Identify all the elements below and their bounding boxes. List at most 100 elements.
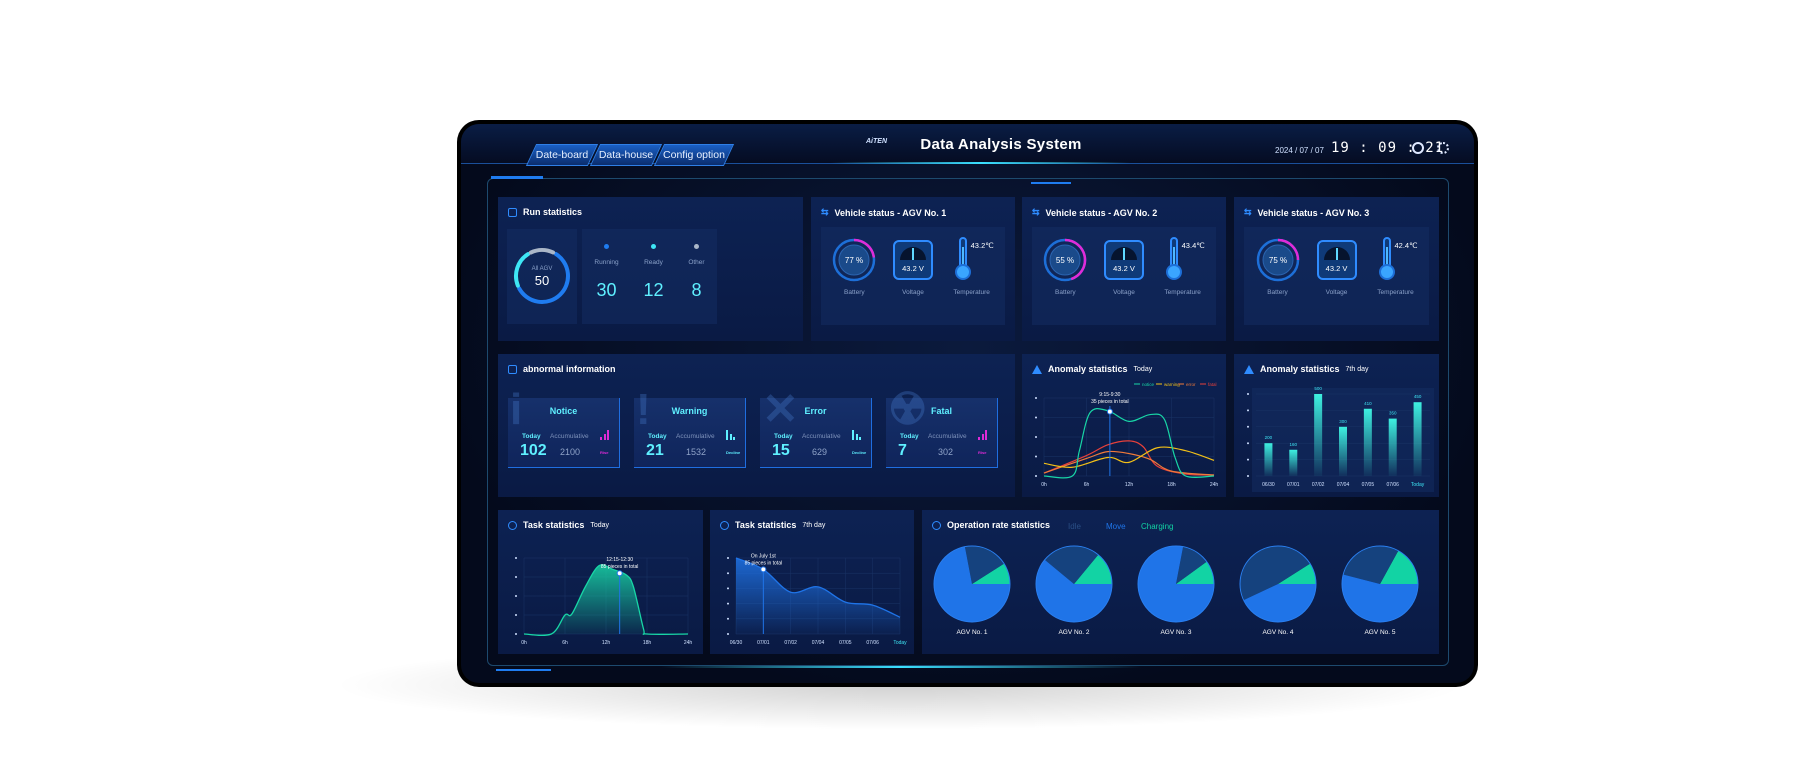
tooltip-text: 9:15-9:30 — [1099, 392, 1120, 398]
frame-accent — [491, 176, 543, 179]
thermometer-icon: 42.4℃ — [1371, 237, 1421, 283]
bar-value-label: 350 — [1389, 411, 1397, 416]
panel-title: Task statistics Today — [508, 520, 609, 530]
y-tick — [1035, 475, 1037, 477]
card-title: Fatal — [930, 406, 952, 416]
voltmeter-icon: 43.2 V — [1103, 240, 1144, 280]
x-tick-label: Today — [1411, 482, 1425, 488]
vehicle-icon: ⇆ — [821, 207, 829, 217]
pie-slice-charging — [1176, 561, 1214, 584]
panel-title-text: Anomaly statistics — [1048, 364, 1128, 374]
voltage-gauge: 43.2 V Voltage — [1096, 237, 1152, 296]
temperature-value: 43.4℃ — [1181, 241, 1205, 250]
run-statistics-panel: Run statistics All AGV 50 Running 30 Read… — [498, 197, 803, 341]
y-tick — [727, 587, 729, 590]
y-tick — [515, 633, 517, 635]
x-tick-label: 07/06 — [866, 640, 879, 646]
panel-title: ⇆ Vehicle status - AGV No. 3 — [1244, 207, 1369, 218]
panel-title: Anomaly statistics Today — [1032, 364, 1152, 374]
bar-value-label: 300 — [1339, 419, 1347, 424]
brand-logo: AiTEN — [866, 138, 887, 145]
x-tick-label: 18h — [1167, 482, 1176, 488]
total-ring-box: All AGV 50 — [507, 229, 577, 324]
abnormal-card-warning[interactable]: ! Warning Today Accumulative 21 1532 Decline — [634, 388, 746, 468]
voltage-value: 43.2 V — [902, 264, 924, 273]
legend-charging[interactable]: Charging — [1141, 522, 1174, 531]
tab-data-house[interactable]: Data-house — [589, 144, 663, 166]
temperature-label: Temperature — [953, 289, 990, 296]
panel-title: ⇆ Vehicle status - AGV No. 1 — [821, 207, 946, 218]
card-title: Error — [804, 406, 827, 416]
pie-slice-idle — [964, 546, 1005, 584]
battery-ring: 75 % — [1256, 238, 1299, 282]
battery-value: 77 % — [845, 256, 863, 265]
y-tick — [1035, 397, 1037, 399]
x-tick-label: 6h — [1084, 482, 1090, 488]
voltage-value: 43.2 V — [1113, 264, 1135, 273]
y-tick — [727, 602, 729, 605]
accumulative-label: Accumulative — [802, 433, 841, 440]
x-tick-label: 07/06 — [1386, 482, 1399, 488]
y-tick — [515, 614, 517, 616]
accumulative-value: 2100 — [560, 447, 581, 457]
abnormal-card-error[interactable]: ✕ Error Today Accumulative 15 629 Decline — [760, 388, 872, 468]
vehicle-status-panel: ⇆ Vehicle status - AGV No. 1 77 % Battery … — [811, 197, 1015, 341]
pie-slice-move — [1243, 584, 1316, 622]
today-label: Today — [774, 433, 793, 440]
area-fill — [736, 558, 900, 634]
bar-value-label: 500 — [1314, 386, 1322, 391]
trend-bars-icon — [978, 430, 987, 440]
x-tick-label: 07/04 — [812, 640, 825, 646]
x-tick-label: 07/01 — [757, 640, 770, 646]
pie-slice-move — [1342, 574, 1418, 622]
abnormal-card-notice[interactable]: i Notice Today Accumulative 102 2100 Rise — [508, 388, 620, 468]
y-tick — [1247, 475, 1249, 477]
y-tick — [1247, 409, 1249, 412]
accumulative-label: Accumulative — [676, 433, 715, 440]
user-icon[interactable] — [1412, 142, 1424, 154]
warning-watermark-icon: ! — [636, 385, 651, 434]
stat-label: Running — [594, 259, 619, 266]
x-tick-label: Today — [893, 640, 907, 646]
panel-title-text: Operation rate statistics — [947, 520, 1051, 530]
bar — [1264, 443, 1273, 476]
stat-value: 30 — [596, 280, 617, 300]
panel-title: Operation rate statistics — [932, 520, 1050, 530]
trend-bars-icon — [726, 430, 735, 440]
task-week-panel: Task statistics 7th day 06/30 07/01 07/02 07… — [710, 510, 914, 654]
abnormal-card-fatal[interactable]: ☢ Fatal Today Accumulative 7 302 Rise — [886, 388, 998, 468]
ring-segment-ready — [514, 252, 531, 288]
vehicle-icon: ⇆ — [1032, 207, 1040, 217]
panel-title-text: Vehicle status - AGV No. 2 — [1045, 207, 1158, 218]
bar-value-label: 410 — [1364, 401, 1372, 406]
panel-title: Run statistics — [508, 207, 582, 217]
tooltip-text: 85 pieces in total — [601, 564, 639, 570]
bottom-glow — [661, 666, 1141, 668]
tab-date-board[interactable]: Date-board — [525, 144, 599, 166]
tab-config-option[interactable]: Config option — [653, 144, 735, 166]
temperature-value: 42.4℃ — [1394, 241, 1418, 250]
tab-label: Config option — [663, 149, 725, 161]
bar-value-label: 200 — [1265, 435, 1273, 440]
task-week-chart: 06/30 07/01 07/02 07/04 07/05 07/06 Today On Ju… — [727, 553, 907, 646]
pie-label: AGV No. 3 — [1160, 629, 1191, 636]
notice-watermark-icon: i — [510, 385, 523, 434]
y-tick — [1035, 416, 1037, 419]
battery-value: 55 % — [1056, 256, 1074, 265]
task-today-panel: Task statistics Today 0h 6h 12h 18h 24h 12:15-… — [498, 510, 703, 654]
vehicle-metrics: 77 % Battery 43.2 V Voltage 43.2℃ Temperatu… — [825, 237, 1001, 296]
frame-accent — [496, 669, 551, 671]
ring-total: 50 — [535, 273, 549, 288]
battery-ring: 77 % — [833, 238, 876, 282]
globe-icon[interactable] — [1437, 142, 1449, 154]
legend-idle[interactable]: Idle — [1068, 522, 1081, 531]
panel-title-text: abnormal information — [523, 364, 616, 374]
x-tick-label: 07/05 — [1362, 482, 1375, 488]
panel-title: abnormal information — [508, 364, 616, 374]
y-tick — [515, 595, 517, 597]
panel-subtitle: Today — [590, 521, 610, 529]
card-title: Notice — [549, 406, 578, 416]
legend-move[interactable]: Move — [1106, 522, 1126, 531]
today-label: Today — [900, 433, 919, 440]
operation-icon — [932, 520, 941, 530]
